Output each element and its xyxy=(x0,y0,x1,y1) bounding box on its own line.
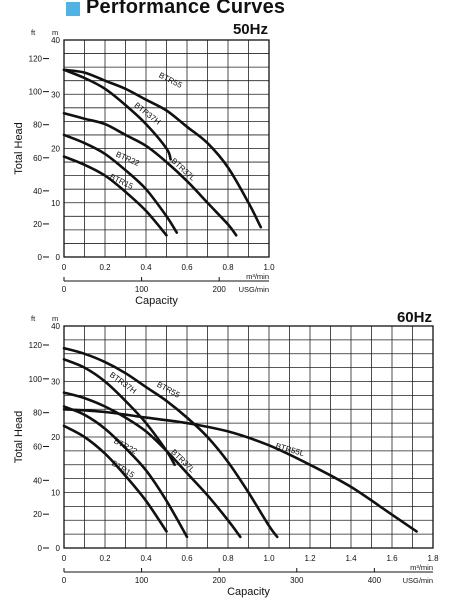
y-tick-ft: 100 xyxy=(29,88,43,97)
usg-tick: 100 xyxy=(135,576,149,585)
y-tick-ft: 0 xyxy=(38,253,43,262)
y-tick-ft: 120 xyxy=(29,55,43,64)
y-tick-m: 40 xyxy=(51,322,60,331)
x-tick: 0.8 xyxy=(222,554,234,563)
x-tick: 1.6 xyxy=(386,554,398,563)
curve-btr37l xyxy=(62,111,238,237)
plot-frame xyxy=(63,325,434,549)
usg-tick: 400 xyxy=(368,576,382,585)
plot-frame xyxy=(63,39,270,258)
x-unit-secondary: USG/min xyxy=(403,576,433,585)
usg-tick: 0 xyxy=(62,576,67,585)
x-tick: 0 xyxy=(62,554,67,563)
curve-btr22 xyxy=(62,133,179,234)
x-tick: 1.4 xyxy=(345,554,357,563)
curve-btr37l xyxy=(62,391,242,539)
y-unit-ft: ft xyxy=(31,28,36,37)
x-axis-title: Capacity xyxy=(227,586,270,598)
chart-0: 50Hz ft m 0 10 20 30 40 0 20 40 60 80 100 120 Total Hea… xyxy=(13,21,275,307)
x-tick: 0 xyxy=(62,263,67,272)
y-tick-ft: 20 xyxy=(33,220,42,229)
usg-tick: 300 xyxy=(290,576,304,585)
x-tick: 1.2 xyxy=(304,554,316,563)
curve-btr55 xyxy=(62,68,263,229)
page-title: Performance Curves xyxy=(86,0,286,18)
x-unit-secondary: USG/min xyxy=(239,285,269,294)
y-tick-ft: 100 xyxy=(29,375,43,384)
frequency-label: 60Hz xyxy=(397,309,432,326)
x-tick: 0.4 xyxy=(140,263,152,272)
x-axis-title: Capacity xyxy=(135,295,178,307)
y-tick-ft: 40 xyxy=(33,187,42,196)
y-tick-ft: 120 xyxy=(29,341,43,350)
page-header: Performance Curves xyxy=(66,0,366,18)
grid xyxy=(64,326,433,548)
x-tick: 1.0 xyxy=(263,554,275,563)
y-axis-title: Total Head xyxy=(13,122,25,175)
grid xyxy=(64,40,269,257)
y-axis-title: Total Head xyxy=(13,411,25,464)
curve-btr15 xyxy=(62,155,168,237)
frequency-label: 50Hz xyxy=(233,21,268,38)
y-tick-ft: 80 xyxy=(33,121,42,130)
y-tick-ft: 60 xyxy=(33,154,42,163)
x-tick: 0.2 xyxy=(99,263,111,272)
y-tick-ft: 60 xyxy=(33,443,42,452)
y-tick-m: 10 xyxy=(51,199,60,208)
y-tick-m: 30 xyxy=(51,378,60,387)
y-unit-m: m xyxy=(52,28,58,37)
curve-btr15 xyxy=(62,424,168,533)
curve-btr55 xyxy=(62,346,279,539)
series-label-btr55: BTR55 xyxy=(157,71,184,91)
curve-btr37h xyxy=(62,68,172,161)
x-tick: 0.6 xyxy=(181,263,193,272)
y-unit-ft: ft xyxy=(31,314,36,323)
y-tick-m: 0 xyxy=(56,253,61,262)
x-tick: 0.6 xyxy=(181,554,193,563)
series-label-btr37h: BTR37H xyxy=(108,370,138,395)
curve-btr22 xyxy=(62,405,189,539)
y-tick-ft: 20 xyxy=(33,510,42,519)
y-tick-m: 20 xyxy=(51,433,60,442)
y-tick-m: 10 xyxy=(51,489,60,498)
y-tick-ft: 80 xyxy=(33,409,42,418)
series-label-btr15: BTR15 xyxy=(110,459,136,480)
title-marker xyxy=(66,2,80,16)
y-tick-ft: 0 xyxy=(38,544,43,553)
x-tick: 1.8 xyxy=(427,554,439,563)
usg-tick: 200 xyxy=(213,576,227,585)
y-tick-ft: 40 xyxy=(33,476,42,485)
usg-tick: 200 xyxy=(213,285,227,294)
x-unit-primary: m³/min xyxy=(410,563,433,572)
x-tick: 0.8 xyxy=(222,263,234,272)
x-tick: 0.2 xyxy=(99,554,111,563)
usg-tick: 100 xyxy=(135,285,149,294)
y-tick-m: 40 xyxy=(51,36,60,45)
y-tick-m: 20 xyxy=(51,145,60,154)
usg-tick: 0 xyxy=(62,285,67,294)
curve-btr55l xyxy=(62,408,418,533)
y-unit-m: m xyxy=(52,314,58,323)
x-tick: 1.0 xyxy=(263,263,275,272)
y-tick-m: 30 xyxy=(51,90,60,99)
x-tick: 0.4 xyxy=(140,554,152,563)
y-tick-m: 0 xyxy=(56,544,61,553)
x-unit-primary: m³/min xyxy=(246,272,269,281)
